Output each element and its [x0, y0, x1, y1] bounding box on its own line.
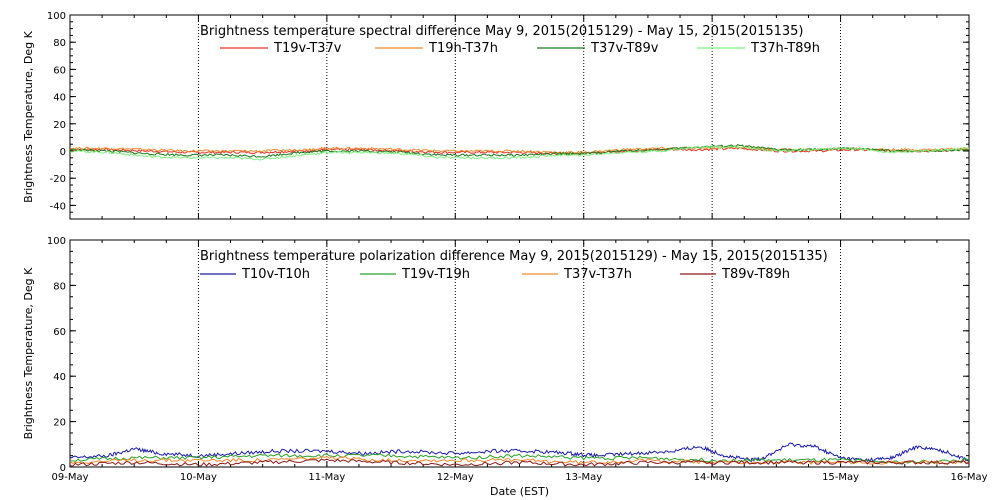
- x-tick-label: 10-May: [180, 472, 217, 483]
- spectral-chart-title: Brightness temperature spectral differen…: [200, 24, 804, 39]
- x-tick-label: 12-May: [437, 472, 474, 483]
- polarization-y-tick-label: 0: [60, 463, 66, 474]
- spectral-series-line-t37v-t89v: [69, 143, 970, 158]
- polarization-legend-label: T19v-T19h: [401, 267, 470, 282]
- spectral-y-tick-label: 40: [53, 93, 66, 104]
- x-tick-label: 11-May: [308, 472, 345, 483]
- spectral-series-line-t19v-t37v: [69, 147, 970, 156]
- spectral-difference-panel: -40 -20 0 20 40 60 80 100 Brightness temperatur…: [22, 11, 970, 220]
- x-tick-label: 13-May: [565, 472, 602, 483]
- spectral-y-axis: -40 -20 0 20 40 60 80 100: [47, 11, 969, 220]
- spectral-grid: [69, 15, 970, 219]
- polarization-legend-label: T10v-T10h: [241, 267, 310, 282]
- spectral-y-tick-label: -40: [50, 201, 66, 212]
- polarization-y-tick-label: 40: [53, 372, 66, 383]
- spectral-legend-label: T19v-T37v: [273, 41, 342, 56]
- polarization-y-tick-label: 60: [53, 327, 66, 338]
- spectral-legend-label: T19h-T37h: [428, 41, 498, 56]
- spectral-y-axis-label: Brightness Temperature, Deg K: [22, 30, 35, 202]
- x-tick-label: 14-May: [694, 472, 731, 483]
- polarization-legend-label: T89v-T89h: [721, 267, 790, 282]
- spectral-y-tick-label: 60: [53, 65, 66, 76]
- x-tick-label: 15-May: [822, 472, 859, 483]
- polarization-series-line-t10v-t10h: [69, 442, 970, 463]
- polarization-series-line-t19v-t19h: [69, 453, 970, 465]
- spectral-y-tick-label: 100: [47, 11, 66, 22]
- polarization-difference-panel: 0 20 40 60 80 100 09-May 10-May 11-May 12-May 13-…: [22, 236, 988, 498]
- polarization-y-axis-label: Brightness Temperature, Deg K: [22, 267, 35, 439]
- spectral-y-tick-label: 0: [60, 147, 66, 158]
- polarization-y-tick-label: 100: [47, 236, 66, 247]
- x-tick-label: 09-May: [51, 472, 88, 483]
- spectral-legend-label: T37v-T89v: [590, 41, 659, 56]
- polarization-x-axis: 09-May 10-May 11-May 12-May 13-May 14-May 15-M…: [51, 472, 987, 483]
- spectral-legend-label: T37h-T89h: [750, 41, 820, 56]
- polarization-y-tick-label: 20: [53, 418, 66, 429]
- spectral-plot-frame: [69, 14, 970, 220]
- spectral-y-tick-label: 80: [53, 38, 66, 49]
- polarization-chart-title: Brightness temperature polarization diff…: [200, 249, 828, 264]
- spectral-y-tick-label: -20: [50, 174, 66, 185]
- polarization-y-tick-label: 80: [53, 281, 66, 292]
- polarization-series-line-t37v-t37h: [69, 455, 970, 465]
- spectral-y-tick-label: 20: [53, 120, 66, 131]
- polarization-grid: [69, 240, 970, 467]
- x-axis-label: Date (EST): [490, 485, 549, 498]
- spectral-series: [69, 143, 970, 161]
- x-tick-label: 16-May: [950, 472, 987, 483]
- polarization-series: [69, 442, 970, 467]
- spectral-series-line-t37h-t89h: [69, 145, 970, 161]
- polarization-legend-label: T37v-T37h: [563, 267, 632, 282]
- polarization-y-axis: 0 20 40 60 80 100: [47, 236, 969, 474]
- polarization-series-line-t89v-t89h: [69, 458, 970, 467]
- spectral-legend: T19v-T37v T19h-T37h T37v-T89v T37h-T89h: [220, 41, 820, 56]
- polarization-legend: T10v-T10h T19v-T19h T37v-T37h T89v-T89h: [200, 267, 790, 282]
